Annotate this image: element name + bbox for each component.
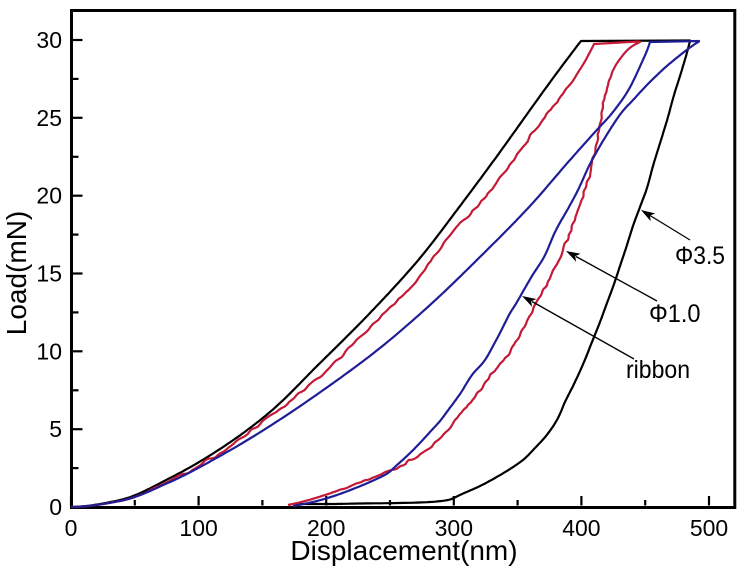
svg-text:20: 20 <box>36 183 62 209</box>
svg-text:Load(mN): Load(mN) <box>1 211 32 335</box>
svg-text:0: 0 <box>49 494 62 520</box>
svg-text:15: 15 <box>36 261 62 287</box>
svg-text:300: 300 <box>435 515 473 541</box>
svg-text:Φ1.0: Φ1.0 <box>649 300 701 328</box>
svg-text:10: 10 <box>36 338 62 364</box>
svg-text:Φ3.5: Φ3.5 <box>675 242 725 270</box>
svg-text:100: 100 <box>179 515 217 541</box>
svg-text:0: 0 <box>65 515 78 541</box>
svg-text:5: 5 <box>49 416 62 442</box>
svg-text:30: 30 <box>36 27 62 53</box>
svg-text:400: 400 <box>562 515 600 541</box>
svg-text:200: 200 <box>307 515 345 541</box>
svg-text:ribbon: ribbon <box>626 356 690 384</box>
svg-text:500: 500 <box>690 515 728 541</box>
svg-text:Displacement(nm): Displacement(nm) <box>290 535 517 566</box>
svg-text:25: 25 <box>36 105 62 131</box>
